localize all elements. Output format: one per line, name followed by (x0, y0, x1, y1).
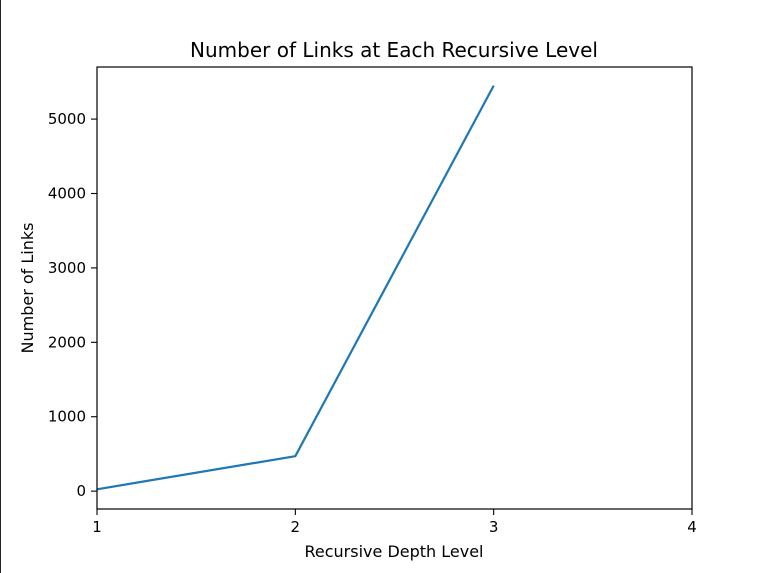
x-tick-label: 1 (92, 518, 102, 536)
x-tick-label: 3 (489, 518, 499, 536)
axis-ticks: 1 2 3 4 0 1000 2000 3000 4000 5000 (48, 110, 697, 536)
plot-area (96, 85, 495, 491)
y-axis-label: Number of Links (18, 223, 37, 354)
series-line (96, 85, 495, 491)
plot-border (96, 66, 693, 510)
y-tick-label: 5000 (48, 110, 86, 128)
y-tick-label: 2000 (48, 333, 86, 351)
chart-title: Number of Links at Each Recursive Level (190, 38, 598, 62)
y-tick-label: 3000 (48, 259, 86, 277)
x-axis-label: Recursive Depth Level (305, 542, 484, 561)
y-tick-label: 4000 (48, 184, 86, 202)
y-tick-label: 0 (76, 482, 86, 500)
x-tick-label: 2 (291, 518, 301, 536)
x-tick-label: 4 (687, 518, 697, 536)
y-tick-label: 1000 (48, 408, 86, 426)
